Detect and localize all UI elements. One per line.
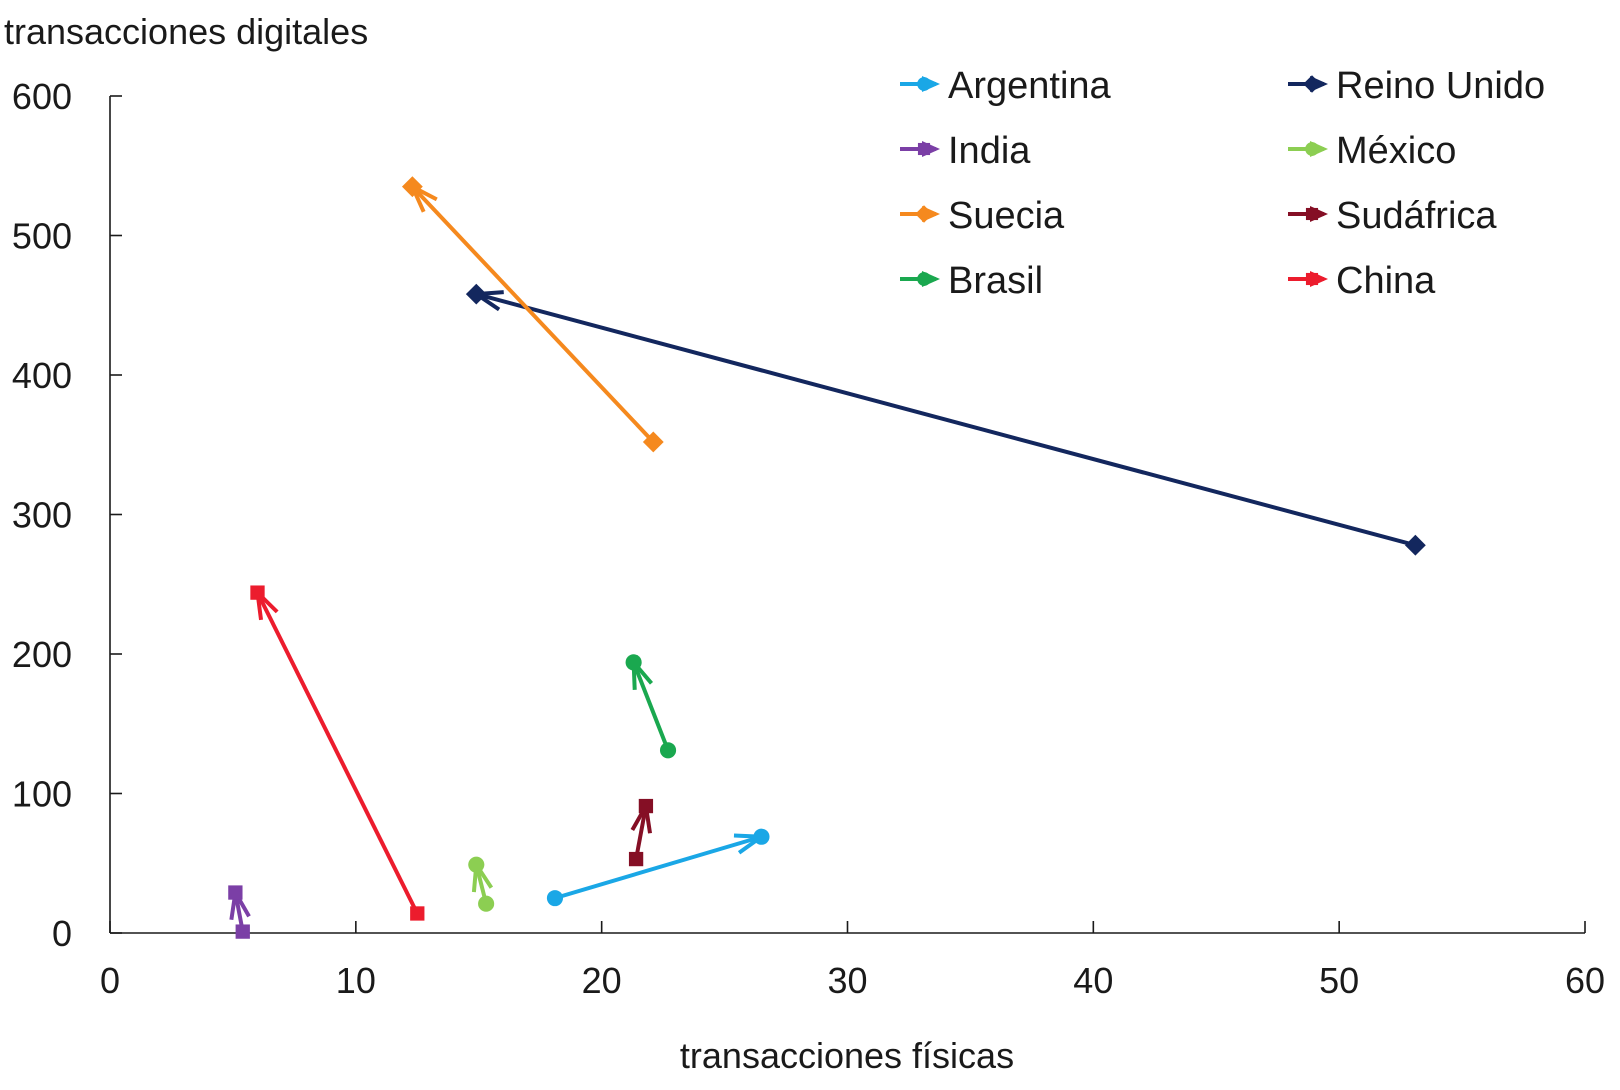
data-point	[753, 828, 770, 845]
series-brasil	[625, 654, 677, 759]
x-axis-title: transacciones físicas	[680, 1035, 1014, 1076]
data-point	[642, 431, 664, 453]
legend: Argentina Reino Unido India México Suecia Sud…	[900, 65, 1545, 302]
data-point	[235, 924, 250, 939]
data-point	[546, 890, 564, 907]
series-line	[410, 185, 655, 444]
series-layer	[228, 176, 1426, 939]
axes: 0 100 200 300 400 500 600 0 10 20 30 40 50 60	[12, 76, 1605, 1001]
legend-label: Reino Unido	[1336, 65, 1545, 107]
series-reino-unido	[465, 283, 1426, 556]
series-suecia	[401, 176, 664, 453]
legend-swatch-marker	[1305, 272, 1319, 286]
legend-item: Argentina	[900, 65, 1112, 107]
series-india	[228, 885, 251, 939]
data-point	[625, 654, 642, 671]
x-tick-label: 40	[1073, 960, 1113, 1001]
data-point	[659, 742, 677, 759]
legend-label: India	[948, 130, 1031, 172]
legend-item: India	[900, 130, 1031, 172]
series-line	[554, 834, 763, 901]
legend-label: Sudáfrica	[1336, 195, 1497, 237]
series-china	[250, 585, 425, 921]
series-sud-frica	[628, 798, 654, 867]
data-point	[468, 856, 485, 873]
x-tick-label: 60	[1565, 960, 1605, 1001]
x-tick-label: 30	[827, 960, 867, 1001]
x-tick-label: 20	[582, 960, 622, 1001]
series-m-xico	[468, 856, 495, 912]
legend-label: China	[1336, 260, 1436, 302]
legend-swatch-marker	[917, 272, 931, 286]
data-point	[228, 885, 243, 900]
legend-item: Reino Unido	[1288, 65, 1545, 107]
y-tick-label: 600	[12, 76, 72, 117]
data-point	[465, 283, 487, 305]
data-point	[1404, 534, 1426, 556]
legend-swatch-marker	[1305, 142, 1319, 156]
legend-swatch-marker	[917, 142, 931, 156]
y-tick-label: 100	[12, 774, 72, 815]
x-tick-label: 0	[100, 960, 120, 1001]
series-line	[631, 661, 670, 751]
legend-swatch-marker	[1303, 75, 1321, 93]
data-point	[628, 851, 644, 867]
legend-label: Brasil	[948, 260, 1043, 302]
series-line	[255, 591, 420, 915]
y-tick-label: 400	[12, 355, 72, 396]
data-point	[478, 895, 495, 912]
x-tick-label: 10	[336, 960, 376, 1001]
legend-swatch-marker	[917, 77, 931, 91]
legend-swatch-marker	[1305, 207, 1319, 221]
data-point	[401, 176, 423, 198]
series-line	[475, 292, 1416, 548]
legend-item: Suecia	[900, 195, 1065, 237]
legend-label: Argentina	[948, 65, 1112, 107]
x-tick-label: 50	[1319, 960, 1359, 1001]
legend-item: México	[1288, 130, 1456, 172]
data-point	[410, 906, 425, 921]
y-axis-title: transacciones digitales	[4, 11, 368, 52]
y-tick-label: 0	[52, 913, 72, 954]
legend-label: Suecia	[948, 195, 1065, 237]
legend-label: México	[1336, 130, 1456, 172]
data-point	[250, 585, 265, 600]
data-point	[638, 798, 654, 814]
legend-item: Sudáfrica	[1288, 195, 1497, 237]
y-tick-label: 200	[12, 634, 72, 675]
y-tick-label: 300	[12, 495, 72, 536]
series-argentina	[546, 828, 770, 907]
legend-item: China	[1288, 260, 1436, 302]
legend-item: Brasil	[900, 260, 1043, 302]
y-tick-label: 500	[12, 216, 72, 257]
series-line	[634, 805, 648, 860]
legend-swatch-marker	[915, 205, 933, 223]
